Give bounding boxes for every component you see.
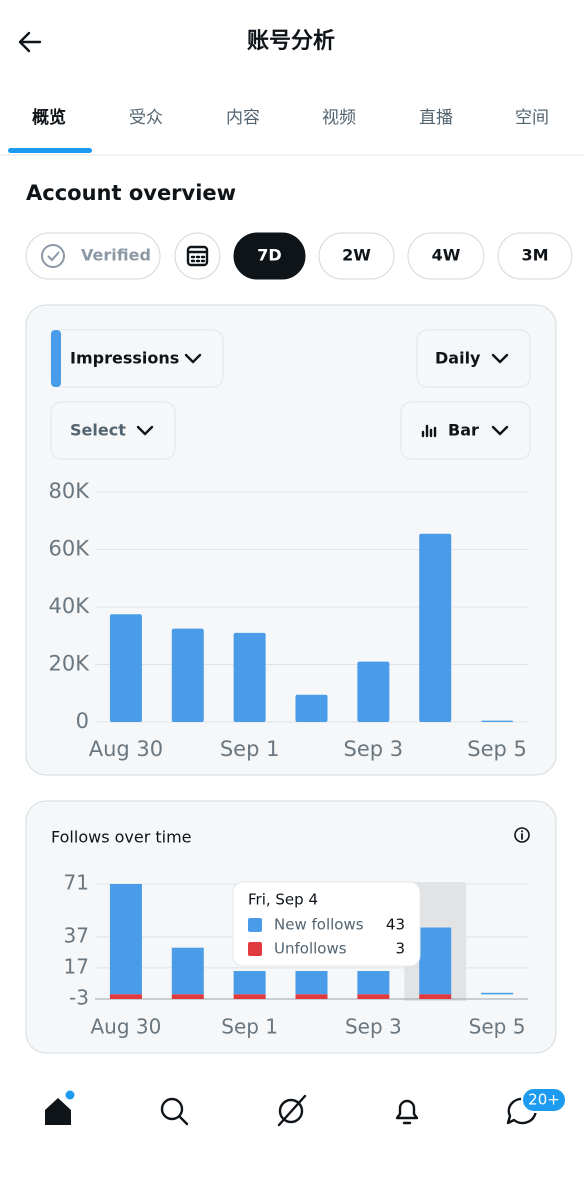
bar-icon: [421, 424, 437, 438]
back-button[interactable]: [18, 31, 42, 53]
tooltip-series-name: New follows: [274, 916, 364, 934]
compare-label: Select: [70, 421, 126, 440]
chevron: [491, 353, 509, 364]
tooltip-series-name: Unfollows: [274, 940, 347, 958]
bar-up: [295, 971, 328, 995]
nav-search-handle: [178, 1115, 189, 1126]
bar: [109, 614, 142, 722]
home-dot: [65, 1090, 75, 1100]
range-label: 2W: [342, 246, 371, 265]
range-chip[interactable]: [318, 232, 395, 280]
bar-down: [295, 994, 328, 999]
tab[interactable]: 受众: [129, 108, 163, 128]
impressions-chart: 0 20K 40K 60K 80K Aug 30 Sep 1 Sep 3 Sep 5: [49, 479, 528, 761]
bar-down: [233, 994, 266, 999]
tooltip-swatch: [248, 918, 262, 932]
x-tick-label: Aug 30: [89, 737, 163, 761]
x-tick-label: Sep 3: [344, 737, 404, 761]
y-tick-label: 20K: [49, 652, 91, 676]
range-label: 3M: [521, 246, 548, 265]
verified-check: [47, 251, 60, 262]
metric-color: [51, 330, 61, 387]
tab[interactable]: 视频: [322, 108, 356, 128]
tooltip-value: 3: [395, 940, 405, 958]
chevron: [491, 425, 509, 436]
message-badge: [521, 1087, 567, 1113]
range-chip[interactable]: [497, 232, 573, 280]
bar-up: [233, 971, 266, 995]
y-tick-label: 17: [64, 954, 89, 978]
y-tick-label: -3: [69, 986, 89, 1010]
bar-down: [109, 994, 142, 999]
y-tick-label: 71: [64, 871, 89, 895]
tooltip-title: Fri, Sep 4: [248, 891, 318, 909]
y-tick-label: 40K: [49, 594, 91, 618]
chevron: [136, 425, 154, 436]
y-tick-label: 37: [64, 923, 89, 947]
bar: [419, 533, 452, 722]
style-label: Bar: [448, 421, 479, 440]
tab[interactable]: 内容: [226, 108, 260, 128]
bar-down: [171, 994, 204, 999]
bar: [481, 720, 514, 722]
nav-search[interactable]: [160, 1097, 184, 1121]
nav-grok-slash: [277, 1094, 307, 1127]
tab-indicator: [8, 148, 92, 153]
metric-label: Impressions: [70, 349, 179, 368]
verified-chip[interactable]: [25, 232, 161, 280]
nav-home[interactable]: [45, 1098, 71, 1125]
calendar-icon: [186, 245, 209, 267]
tab[interactable]: 空间: [515, 108, 549, 128]
tooltip-box: [232, 881, 421, 967]
bar-up: [171, 947, 204, 995]
verified-label: Verified: [81, 246, 151, 265]
range-chip[interactable]: [233, 232, 306, 280]
bar-down: [357, 994, 390, 999]
x-tick-label: Sep 5: [469, 1015, 526, 1039]
tab[interactable]: 直播: [419, 108, 453, 128]
tooltip: Fri, Sep 4 New follows 43 Unfollows 3: [232, 881, 421, 967]
tooltip-value: 43: [386, 916, 405, 934]
calendar-icon-detail: [186, 250, 209, 263]
x-tick-label: Sep 1: [221, 1015, 278, 1039]
follows-title: Follows over time: [51, 828, 192, 847]
range-label: 7D: [257, 246, 281, 265]
compare-dropdown[interactable]: [50, 401, 176, 460]
tab[interactable]: 概览: [32, 107, 66, 128]
tooltip-swatch: [248, 942, 262, 956]
x-tick-label: Aug 30: [90, 1015, 161, 1039]
page-title: 账号分析: [247, 29, 335, 54]
nav-notifications[interactable]: [395, 1099, 419, 1125]
bar-up: [109, 884, 142, 995]
y-tick-label: 80K: [49, 479, 91, 503]
y-tick-label: 60K: [49, 537, 91, 561]
range-label: 4W: [432, 246, 461, 265]
x-tick-label: Sep 5: [467, 737, 527, 761]
bar: [233, 632, 266, 722]
bar: [171, 628, 204, 722]
bar-up: [481, 992, 514, 995]
y-tick-label: 0: [76, 709, 89, 733]
bar-up: [357, 971, 390, 995]
bar: [295, 694, 328, 722]
interval-dropdown[interactable]: [416, 329, 531, 388]
x-tick-label: Sep 3: [345, 1015, 402, 1039]
section-title: Account overview: [26, 181, 236, 205]
follows-chart: -3 17 37 71 Aug 30 Sep 1 Sep 3 Sep 5: [64, 871, 528, 1039]
bar-up: [419, 927, 452, 995]
chevron: [184, 353, 202, 364]
nav-grok[interactable]: [278, 1098, 304, 1124]
x-tick-label: Sep 1: [220, 737, 280, 761]
info-icon[interactable]: [514, 827, 530, 843]
interval-label: Daily: [435, 349, 481, 368]
bar: [357, 661, 390, 722]
verified-icon: [41, 244, 65, 268]
style-dropdown[interactable]: [400, 401, 531, 460]
message-badge-count: 20+: [528, 1091, 560, 1109]
range-chip[interactable]: [407, 232, 485, 280]
bar-down: [419, 994, 452, 999]
